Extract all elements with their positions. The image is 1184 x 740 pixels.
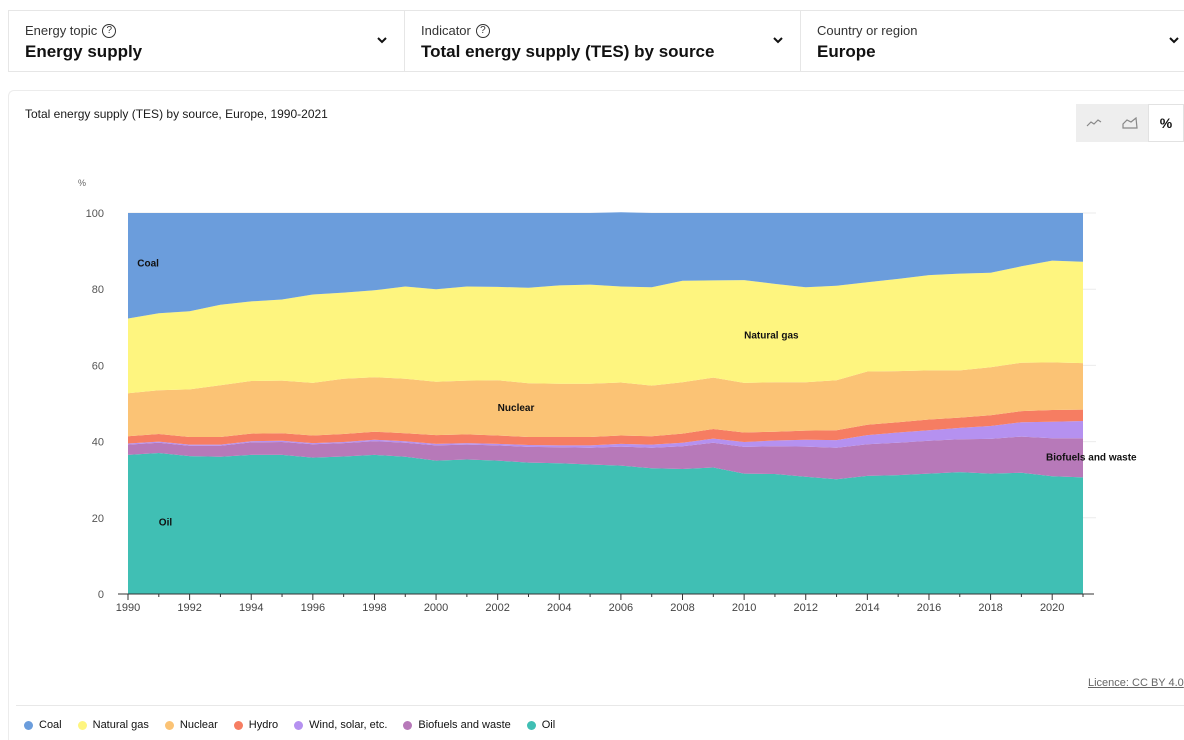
- legend-item[interactable]: Oil: [526, 719, 556, 731]
- help-icon[interactable]: ?: [102, 23, 117, 38]
- country-value: Europe: [817, 42, 876, 61]
- legend-label: Wind, solar, etc.: [309, 719, 388, 731]
- area-oil: [128, 453, 1083, 594]
- chevron-down-icon: [773, 37, 783, 44]
- legend: Coal Natural gas Nuclear Hydro Wind, solar, …: [24, 719, 555, 731]
- legend-label: Oil: [541, 719, 556, 731]
- x-tick-label: 2012: [793, 602, 817, 614]
- area-wind-solar-etc: [128, 421, 1083, 448]
- indicator-dropdown[interactable]: Indicator ? Total energy supply (TES) by…: [405, 10, 801, 72]
- energy-topic-dropdown[interactable]: Energy topic ? Energy supply: [8, 10, 405, 72]
- line-view-button[interactable]: [1076, 104, 1112, 142]
- x-tick-label: 1990: [116, 602, 140, 614]
- y-axis-label: %: [78, 178, 86, 188]
- series-label: Biofuels and waste: [1046, 453, 1137, 464]
- legend-label: Hydro: [248, 719, 279, 731]
- x-tick-label: 2016: [917, 602, 941, 614]
- legend-label: Coal: [39, 719, 62, 731]
- x-tick-label: 2010: [732, 602, 756, 614]
- x-tick-label: 2008: [670, 602, 694, 614]
- y-tick-label: 80: [92, 284, 104, 296]
- x-tick-label: 2002: [485, 602, 509, 614]
- x-tick-label: 2000: [424, 602, 448, 614]
- area-chart-icon: [1122, 117, 1138, 129]
- legend-item[interactable]: Natural gas: [77, 719, 149, 731]
- legend-swatch: [403, 720, 413, 730]
- area-series: [128, 212, 1083, 594]
- country-dropdown[interactable]: Country or region Europe: [801, 10, 1184, 72]
- percent-icon: %: [1159, 115, 1173, 131]
- x-tick-label: 2004: [547, 602, 571, 614]
- x-tick-label: 2018: [978, 602, 1002, 614]
- x-tick-label: 2020: [1040, 602, 1064, 614]
- legend-item[interactable]: Coal: [24, 719, 62, 731]
- legend-label: Natural gas: [92, 719, 149, 731]
- legend-swatch: [294, 720, 304, 730]
- legend-swatch: [526, 720, 536, 730]
- series-label: Oil: [159, 517, 173, 528]
- legend-label: Nuclear: [179, 719, 218, 731]
- percent-view-button[interactable]: %: [1148, 104, 1184, 142]
- legend-swatch: [164, 720, 174, 730]
- country-label: Country or region: [817, 23, 918, 38]
- energy-topic-value: Energy supply: [25, 42, 143, 61]
- series-labels: Oil Biofuels and waste Nuclear Natural gas C…: [137, 258, 1137, 528]
- legend-swatch: [233, 720, 243, 730]
- stacked-area-chart: 0 20 40 60 80 100% 1990 1992 1994 1996 1998 2000 200…: [78, 178, 1137, 614]
- indicator-value: Total energy supply (TES) by source: [421, 42, 715, 61]
- y-tick-label: 40: [92, 437, 104, 449]
- series-label: Coal: [137, 258, 159, 269]
- y-tick-label: 60: [92, 360, 104, 372]
- area-hydro: [128, 409, 1083, 446]
- filter-bar: Energy topic ? Energy supply Indicator ?…: [8, 10, 1184, 72]
- country-label-row: Country or region: [817, 23, 917, 38]
- area-view-button[interactable]: [1112, 104, 1148, 142]
- x-tick-label: 2014: [855, 602, 879, 614]
- indicator-label: Indicator: [421, 23, 471, 38]
- x-tick-label: 1996: [301, 602, 325, 614]
- area-natural-gas: [128, 260, 1083, 394]
- x-tick-label: 1998: [362, 602, 386, 614]
- indicator-label-row: Indicator ?: [421, 23, 490, 38]
- line-chart-icon: [1086, 119, 1102, 127]
- legend-item[interactable]: Biofuels and waste: [403, 719, 511, 731]
- y-tick-label: 20: [92, 513, 104, 525]
- help-icon[interactable]: ?: [475, 23, 490, 38]
- legend-item[interactable]: Hydro: [233, 719, 279, 731]
- legend-item[interactable]: Wind, solar, etc.: [294, 719, 387, 731]
- area-biofuels-and-waste: [128, 436, 1083, 480]
- axes: 0 20 40 60 80 100% 1990 1992 1994 1996 1998 2000 200…: [78, 178, 1094, 614]
- series-label: Natural gas: [744, 331, 799, 342]
- chart-panel: Total energy supply (TES) by source, Eur…: [8, 90, 1184, 740]
- energy-topic-label: Energy topic: [25, 23, 98, 38]
- energy-topic-label-row: Energy topic ?: [25, 23, 117, 38]
- y-tick-label: 0: [98, 589, 104, 601]
- legend-divider: [16, 705, 1184, 706]
- legend-item[interactable]: Nuclear: [164, 719, 218, 731]
- chart-view-toggle: %: [1076, 104, 1184, 142]
- area-coal: [128, 212, 1083, 319]
- series-label: Nuclear: [498, 403, 535, 414]
- x-tick-label: 1994: [239, 602, 263, 614]
- legend-swatch: [77, 720, 87, 730]
- chevron-down-icon: [1169, 37, 1179, 44]
- legend-label: Biofuels and waste: [418, 719, 511, 731]
- licence-link[interactable]: Licence: CC BY 4.0: [1088, 677, 1184, 689]
- area-nuclear: [128, 362, 1083, 437]
- chevron-down-icon: [377, 37, 387, 44]
- x-tick-label: 1992: [177, 602, 201, 614]
- legend-swatch: [24, 720, 33, 730]
- y-tick-label: 100: [86, 208, 104, 220]
- chart-title: Total energy supply (TES) by source, Eur…: [25, 107, 328, 121]
- x-tick-label: 2006: [609, 602, 633, 614]
